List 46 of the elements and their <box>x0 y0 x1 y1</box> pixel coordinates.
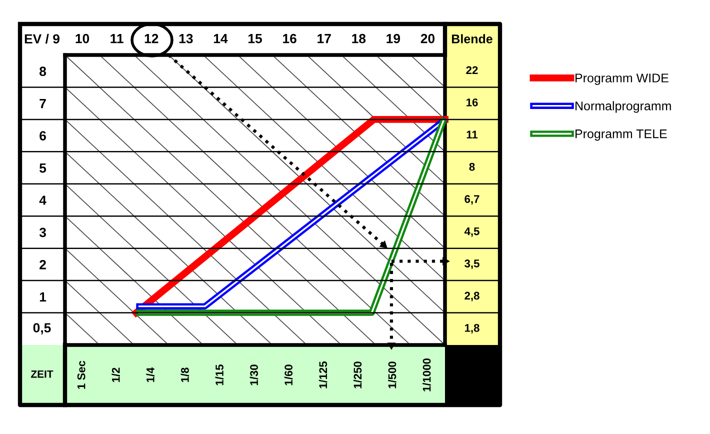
text: 2,8 <box>464 292 480 302</box>
x-axis-title: ZEIT <box>31 370 54 378</box>
text: 1/2 <box>112 368 120 382</box>
x-tick-label: 14 <box>214 34 228 44</box>
text: 3,5 <box>464 260 480 270</box>
text: 1/8 <box>180 368 190 382</box>
x-tick-label: 12 <box>144 34 158 44</box>
x-tick-label: 19 <box>386 34 400 44</box>
text: 1/60 <box>284 364 293 386</box>
x-tick-label: 10 <box>76 34 90 44</box>
x-tick-label: 20 <box>420 34 435 44</box>
text: 1,8 <box>464 324 480 334</box>
text: 1 Sec <box>77 360 86 389</box>
y-tick-label: 4 <box>39 196 46 205</box>
text: 11 <box>466 130 478 138</box>
text: 6,7 <box>464 195 480 205</box>
y-tick-label: 5 <box>40 163 46 173</box>
y-tick-label: 2 <box>40 260 46 270</box>
text: 0,5 <box>33 323 51 334</box>
y-tick-label: 6 <box>40 131 46 140</box>
text: 4,5 <box>464 227 480 237</box>
y2-axis-title: Blende <box>452 34 492 44</box>
text: 22 <box>466 66 478 74</box>
y-tick-label: 7 <box>40 99 46 108</box>
x-tick-label: 15 <box>248 34 262 44</box>
x-tick-label: 11 <box>110 34 124 44</box>
x-tick-label: 16 <box>283 34 296 44</box>
y-tick-label: 1 <box>40 292 46 302</box>
y-axis-title: EV / 9 <box>24 34 60 44</box>
x-tick-label: 13 <box>179 34 193 44</box>
legend-label: Normalprogramm <box>576 101 671 113</box>
text: 8 <box>469 162 475 171</box>
text: 1/30 <box>250 364 258 386</box>
legend-label: Programm TELE <box>576 130 667 141</box>
text: 1/125 <box>318 361 328 388</box>
text: 1/500 <box>388 362 396 388</box>
x-tick-label: 18 <box>352 34 366 44</box>
legend-label: Programm WIDE <box>576 74 668 85</box>
x-tick-label: 17 <box>318 34 331 44</box>
y-tick-label: 3 <box>39 228 46 238</box>
text: 1/15 <box>215 364 224 386</box>
text: 1/1000 <box>422 358 431 392</box>
y-tick-label: 8 <box>40 66 46 76</box>
text: 16 <box>466 98 478 106</box>
text: 1/250 <box>353 362 362 388</box>
text: 1/4 <box>146 367 154 382</box>
